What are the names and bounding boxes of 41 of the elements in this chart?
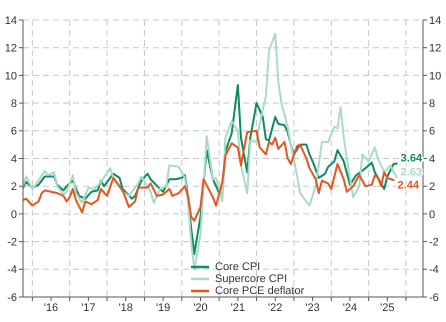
y2-tick-label: 10 [429, 70, 442, 82]
x-tick-label: '19 [156, 302, 170, 314]
y2-tick-label: 6 [429, 126, 436, 138]
y-tick-label: 8 [10, 98, 17, 110]
annotation: 2.44 [398, 179, 420, 192]
y-tick-label: 10 [4, 70, 17, 82]
y2-tick-label: -6 [429, 292, 439, 304]
x-tick-label: '18 [118, 302, 133, 314]
y-tick-label: 2 [10, 181, 17, 194]
x-tick-label: '25 [380, 302, 394, 314]
y2-tick-label: 14 [429, 14, 442, 27]
legend-label: Supercore CPI [215, 273, 288, 285]
x-tick-label: '20 [193, 302, 208, 314]
y-tick-label: 6 [10, 126, 17, 138]
legend-label: Core PCE deflator [215, 285, 304, 297]
y2-tick-label: 4 [429, 153, 436, 166]
line-series [23, 84, 398, 256]
y-tick-label: 0 [10, 208, 17, 221]
legend-label: Core CPI [215, 261, 260, 273]
x-tick-label: '21 [230, 302, 246, 314]
y-tick-label: -6 [7, 292, 17, 304]
x-tick-label: '22 [268, 302, 282, 314]
annotation: 2.63 [400, 166, 422, 178]
y2-tick-label: -4 [429, 264, 439, 276]
line-series [23, 130, 395, 222]
line-series [23, 32, 398, 270]
x-tick-label: '23 [305, 302, 320, 314]
y2-tick-label: 8 [429, 98, 436, 110]
x-tick-label: '16 [44, 302, 58, 314]
y2-tick-label: 0 [429, 208, 436, 221]
y-tick-label: 4 [10, 153, 17, 166]
y2-tick-label: -2 [429, 236, 439, 249]
y-tick-label: 12 [4, 42, 17, 55]
y-tick-label: -2 [7, 236, 17, 249]
x-tick-label: '24 [342, 302, 358, 314]
y-tick-label: -4 [7, 264, 17, 276]
y2-tick-label: 12 [429, 42, 442, 55]
y2-tick-label: 2 [429, 181, 436, 194]
annotation: 3.64 [400, 152, 423, 164]
y-tick-label: 14 [4, 14, 17, 27]
x-tick-label: '17 [81, 302, 96, 314]
